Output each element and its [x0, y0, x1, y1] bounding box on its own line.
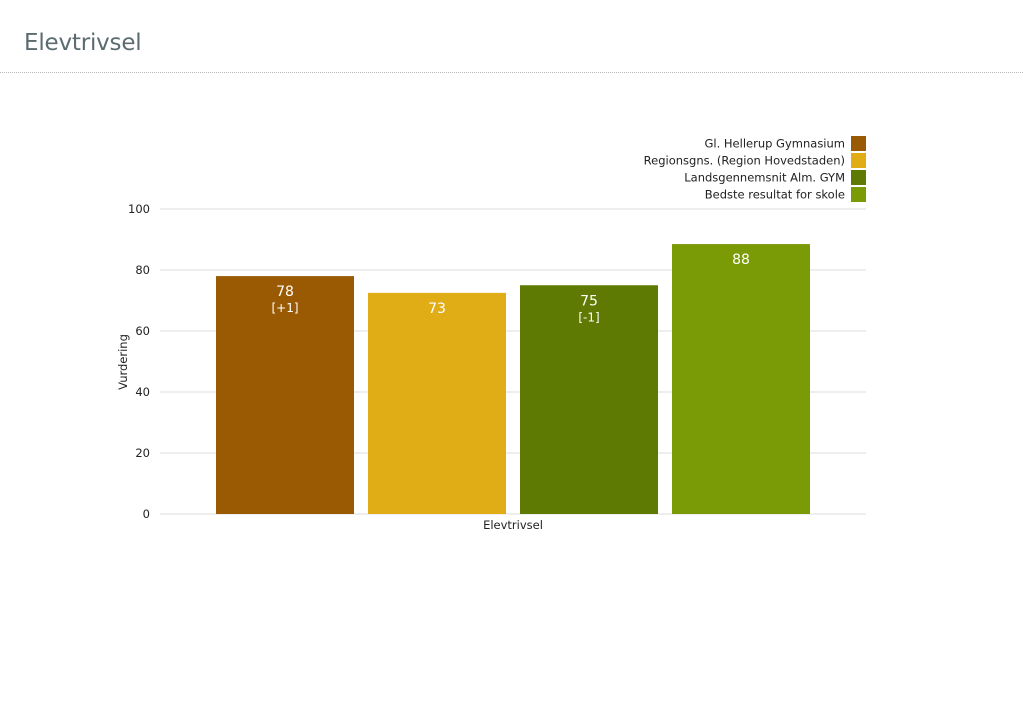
legend-label: Bedste resultat for skole [705, 188, 845, 202]
y-axis-label: Vurdering [116, 334, 130, 390]
bar-change-label: [+1] [271, 301, 298, 315]
bar-value-label: 78 [276, 284, 294, 300]
x-axis-label: Elevtrivsel [483, 518, 543, 532]
bars [216, 244, 810, 514]
legend-swatch [851, 170, 866, 185]
bar [520, 285, 658, 514]
legend: Gl. Hellerup Gymnasium Regionsgns. (Regio… [644, 136, 866, 202]
y-tick-label: 60 [135, 324, 150, 338]
legend-swatch [851, 153, 866, 168]
y-tick-label: 20 [135, 446, 150, 460]
bar-value-label: 88 [732, 252, 750, 268]
page-title: Elevtrivsel [24, 30, 142, 56]
bar [672, 244, 810, 514]
bar [216, 276, 354, 514]
legend-label: Regionsgns. (Region Hovedstaden) [644, 154, 845, 168]
y-tick-label: 100 [128, 202, 150, 216]
y-tick-label: 0 [143, 507, 150, 521]
title-divider [0, 72, 1023, 73]
legend-swatch [851, 187, 866, 202]
legend-label: Gl. Hellerup Gymnasium [704, 137, 845, 151]
bar [368, 292, 506, 514]
y-tick-label: 40 [135, 385, 150, 399]
bar-value-label: 73 [428, 301, 446, 317]
legend-label: Landsgennemsnit Alm. GYM [684, 171, 845, 185]
y-tick-label: 80 [135, 263, 150, 277]
bar-change-label: [-1] [578, 310, 599, 324]
bar-value-label: 75 [580, 293, 598, 309]
legend-swatch [851, 136, 866, 151]
bar-labels: 78[+1] 73 75[-1] 88 [271, 252, 749, 324]
